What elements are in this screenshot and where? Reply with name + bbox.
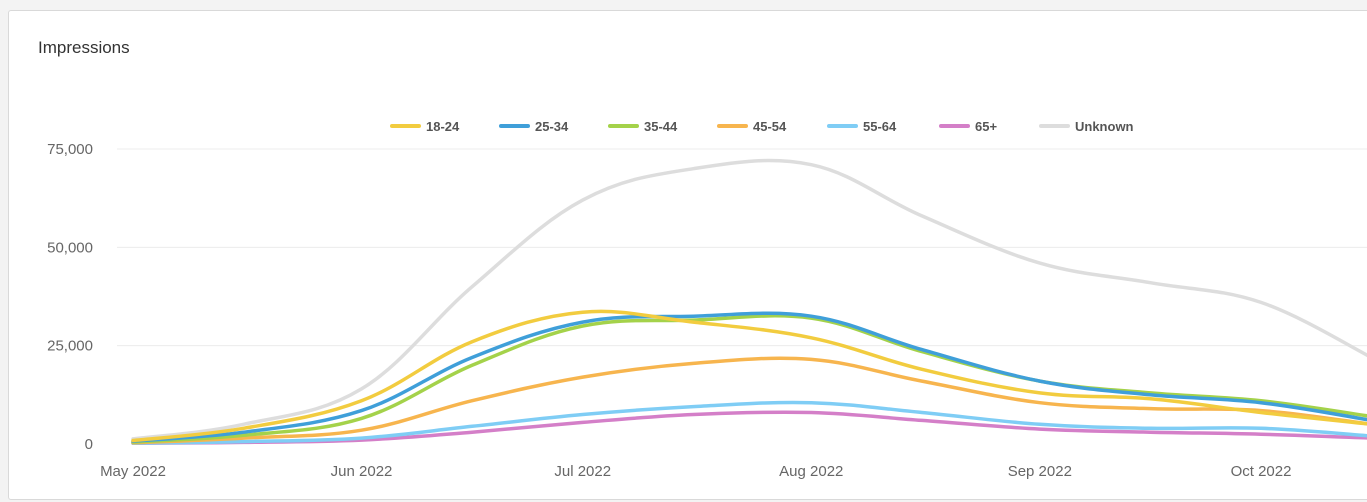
legend-item[interactable]: 55-64	[827, 119, 897, 134]
series-line-unknown	[131, 158, 1367, 441]
legend-label: Unknown	[1075, 119, 1134, 134]
series-lines	[131, 158, 1367, 445]
y-tick-label: 0	[85, 436, 93, 453]
x-tick-label: Aug 2022	[779, 463, 843, 480]
legend-item[interactable]: 65+	[939, 119, 997, 134]
y-tick-label: 50,000	[47, 239, 93, 256]
legend-label: 18-24	[426, 119, 460, 134]
y-tick-label: 25,000	[47, 338, 93, 355]
legend-item[interactable]: Unknown	[1039, 119, 1134, 134]
x-tick-label: May 2022	[100, 463, 166, 480]
y-tick-label: 75,000	[47, 141, 93, 158]
legend-label: 45-54	[753, 119, 787, 134]
legend-item[interactable]: 45-54	[717, 119, 787, 134]
x-tick-label: Jul 2022	[554, 463, 611, 480]
legend-item[interactable]: 18-24	[390, 119, 460, 134]
legend: 18-24 25-34 35-44 45-54 55-64 65+ Unknown	[390, 119, 1134, 134]
legend-label: 65+	[975, 119, 997, 134]
legend-label: 25-34	[535, 119, 569, 134]
grid-lines	[117, 148, 1367, 347]
series-line-18-24	[131, 309, 1367, 443]
series-line-55-64	[131, 400, 1367, 445]
series-line-25-34	[131, 311, 1367, 443]
x-tick-label: Jun 2022	[331, 463, 393, 480]
card-title: Impressions	[38, 38, 130, 57]
x-tick-label: Oct 2022	[1231, 463, 1292, 480]
x-tick-label: Sep 2022	[1008, 463, 1072, 480]
y-axis: 0 25,000 50,000 75,000	[47, 141, 93, 453]
legend-item[interactable]: 35-44	[608, 119, 678, 134]
legend-label: 55-64	[863, 119, 897, 134]
series-line-45-54	[131, 356, 1367, 445]
legend-label: 35-44	[644, 119, 678, 134]
impressions-card: Impressions	[8, 10, 1367, 500]
x-axis: May 2022 Jun 2022 Jul 2022 Aug 2022 Sep 2022…	[100, 463, 1291, 480]
legend-item[interactable]: 25-34	[499, 119, 569, 134]
series-line-35-44	[131, 314, 1367, 444]
